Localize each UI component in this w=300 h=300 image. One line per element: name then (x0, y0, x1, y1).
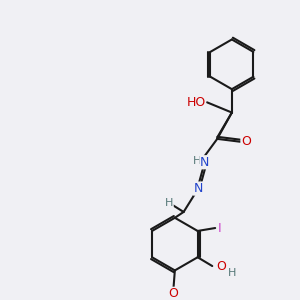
Text: H: H (228, 268, 237, 278)
Text: O: O (169, 287, 178, 300)
Text: N: N (194, 182, 203, 195)
Text: O: O (241, 135, 251, 148)
Text: I: I (218, 221, 221, 235)
Text: HO: HO (186, 96, 206, 109)
Text: O: O (217, 260, 226, 272)
Text: N: N (200, 156, 209, 169)
Text: H: H (193, 156, 201, 166)
Text: H: H (165, 198, 173, 208)
